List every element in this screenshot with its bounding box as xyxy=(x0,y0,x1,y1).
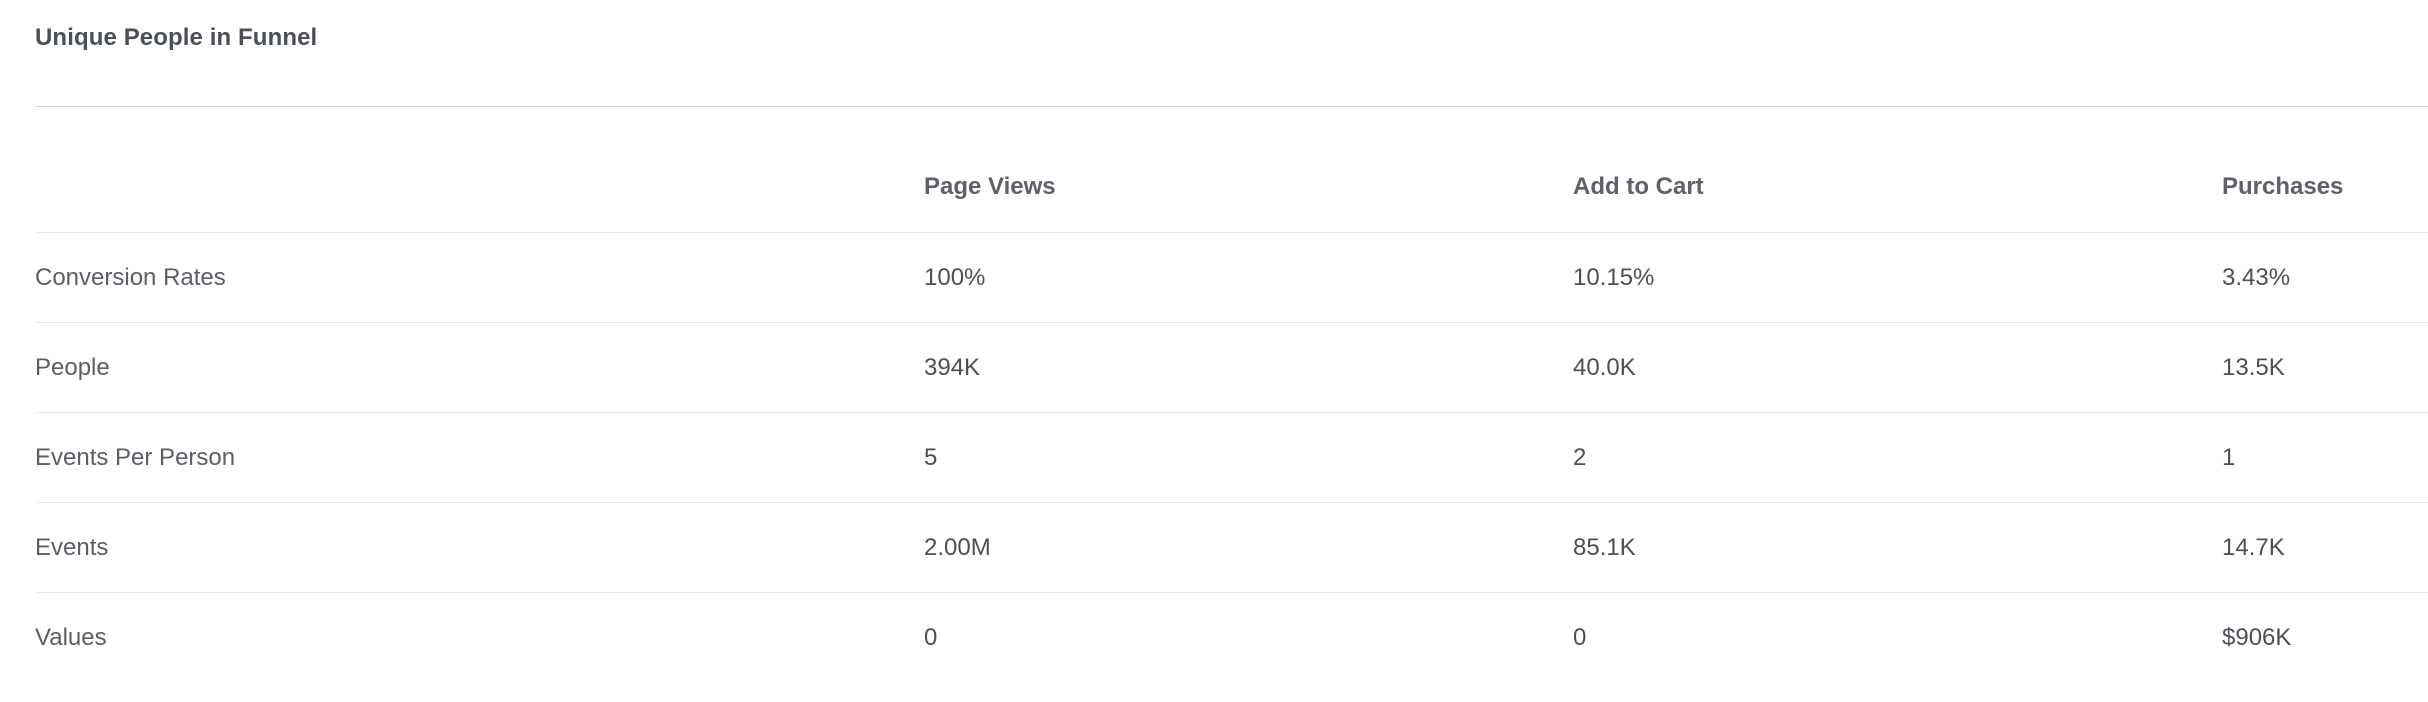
table-header-row: Page Views Add to Cart Purchases xyxy=(35,142,2428,233)
column-header-page-views: Page Views xyxy=(924,173,1056,200)
table-cell: 3.43% xyxy=(2222,263,2291,291)
table-cell: 13.5K xyxy=(2222,353,2285,381)
table-cell: 0 xyxy=(924,624,938,651)
funnel-table: Page Views Add to Cart Purchases Convers… xyxy=(35,142,2428,683)
table-cell: 5 xyxy=(924,443,938,471)
table-row: Values 0 0 $906K xyxy=(35,593,2428,683)
title-divider xyxy=(35,106,2428,107)
table-cell: 394K xyxy=(924,353,981,381)
column-header-purchases: Purchases xyxy=(2222,173,2344,200)
row-label: Events Per Person xyxy=(35,443,236,471)
row-label: Values xyxy=(35,624,107,651)
table-cell: 40.0K xyxy=(1573,353,1636,381)
panel-title: Unique People in Funnel xyxy=(35,24,318,51)
table-row: Events Per Person 5 2 1 xyxy=(35,413,2428,503)
table-cell: 2 xyxy=(1573,443,1587,471)
table-cell: 1 xyxy=(2222,443,2236,471)
table-cell: 85.1K xyxy=(1573,533,1636,561)
row-label: People xyxy=(35,353,110,381)
table-cell: $906K xyxy=(2222,624,2292,651)
table-cell: 14.7K xyxy=(2222,533,2285,561)
table-cell: 10.15% xyxy=(1573,263,1655,291)
table-row: Conversion Rates 100% 10.15% 3.43% xyxy=(35,233,2428,323)
table-row: People 394K 40.0K 13.5K xyxy=(35,323,2428,413)
column-header-add-to-cart: Add to Cart xyxy=(1573,173,1704,200)
row-label: Conversion Rates xyxy=(35,263,226,291)
table-cell: 0 xyxy=(1573,624,1587,651)
table-cell: 100% xyxy=(924,263,986,291)
table-row: Events 2.00M 85.1K 14.7K xyxy=(35,503,2428,593)
row-label: Events xyxy=(35,533,109,561)
table-cell: 2.00M xyxy=(924,533,991,561)
